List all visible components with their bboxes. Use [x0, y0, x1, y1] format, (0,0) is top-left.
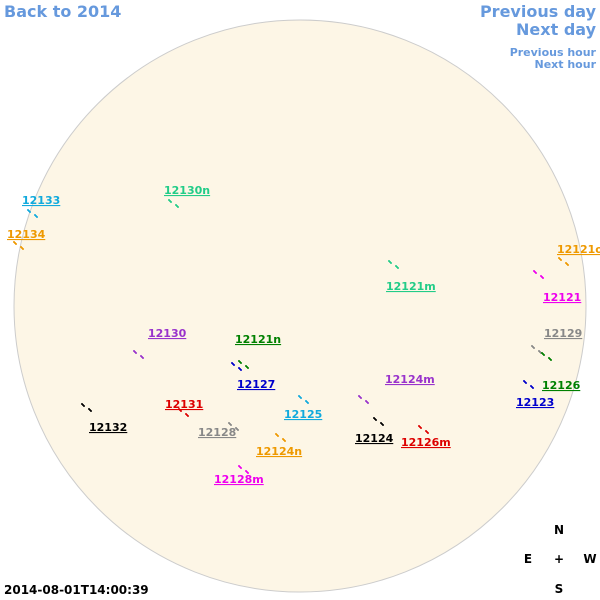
region-label[interactable]: 12121n	[235, 333, 281, 346]
region-label[interactable]: 12124	[355, 432, 394, 445]
sunspot	[29, 211, 31, 213]
sunspot	[533, 347, 535, 349]
sunspot	[22, 248, 24, 250]
compass-center: +	[554, 552, 564, 566]
sunspot	[382, 424, 384, 426]
sunspot	[36, 216, 38, 218]
sunspot	[170, 201, 172, 203]
sunspot	[247, 472, 249, 474]
sunspot	[135, 352, 137, 354]
sunspot	[397, 267, 399, 269]
sunspot	[230, 424, 232, 426]
timestamp: 2014-08-01T14:00:39	[4, 583, 149, 597]
region-label[interactable]: 12124m	[385, 373, 435, 386]
sunspot	[237, 429, 239, 431]
sunspot	[535, 272, 537, 274]
sunspot	[542, 277, 544, 279]
compass-north: N	[554, 523, 564, 537]
region-label[interactable]: 12127	[237, 378, 275, 391]
sunspot	[180, 410, 182, 412]
region-label[interactable]: 12126	[542, 379, 581, 392]
sunspot	[543, 354, 545, 356]
region-label[interactable]: 12121m	[386, 280, 436, 293]
sunspot	[567, 264, 569, 266]
sunspot	[83, 405, 85, 407]
previous-hour-link[interactable]: Previous hour	[510, 46, 597, 59]
sunspot	[177, 206, 179, 208]
sunspot	[375, 419, 377, 421]
compass-east: E	[524, 552, 532, 566]
sunspot	[142, 357, 144, 359]
sunspot	[277, 435, 279, 437]
compass-west: W	[583, 552, 596, 566]
sunspot	[532, 387, 534, 389]
sunspot	[240, 369, 242, 371]
region-label[interactable]: 12133	[22, 194, 60, 207]
sunspot	[360, 397, 362, 399]
region-label[interactable]: 12131	[165, 398, 203, 411]
sunspot	[307, 402, 309, 404]
region-label[interactable]: 12125	[284, 408, 322, 421]
sunspot	[240, 467, 242, 469]
region-label[interactable]: 12128	[198, 426, 236, 439]
region-label[interactable]: 12121	[543, 291, 581, 304]
sunspot	[300, 397, 302, 399]
sunspot	[390, 262, 392, 264]
next-day-link[interactable]: Next day	[516, 20, 597, 39]
solar-disk	[13, 19, 587, 593]
region-label[interactable]: 12132	[89, 421, 127, 434]
sunspot	[240, 362, 242, 364]
sunspot	[427, 432, 429, 434]
sunspot	[247, 367, 249, 369]
region-label[interactable]: 12130n	[164, 184, 210, 197]
sunspot	[420, 427, 422, 429]
sunspot	[90, 410, 92, 412]
previous-day-link[interactable]: Previous day	[480, 2, 597, 21]
sunspot	[525, 382, 527, 384]
region-label[interactable]: 12126m	[401, 436, 451, 449]
region-label[interactable]: 12134	[7, 228, 46, 241]
sunspot	[15, 243, 17, 245]
sunspot	[284, 440, 286, 442]
region-label[interactable]: 12129	[544, 327, 582, 340]
back-link[interactable]: Back to 2014	[4, 2, 121, 21]
region-label[interactable]: 12124n	[256, 445, 302, 458]
compass-south: S	[555, 582, 564, 596]
sunspot	[233, 364, 235, 366]
sunspot	[187, 415, 189, 417]
region-label[interactable]: 12121o	[557, 243, 600, 256]
sunspot	[560, 259, 562, 261]
region-label[interactable]: 12128m	[214, 473, 264, 486]
sunspot	[367, 402, 369, 404]
region-label[interactable]: 12130	[148, 327, 187, 340]
sunspot	[550, 359, 552, 361]
region-label[interactable]: 12123	[516, 396, 554, 409]
next-hour-link[interactable]: Next hour	[535, 58, 597, 71]
